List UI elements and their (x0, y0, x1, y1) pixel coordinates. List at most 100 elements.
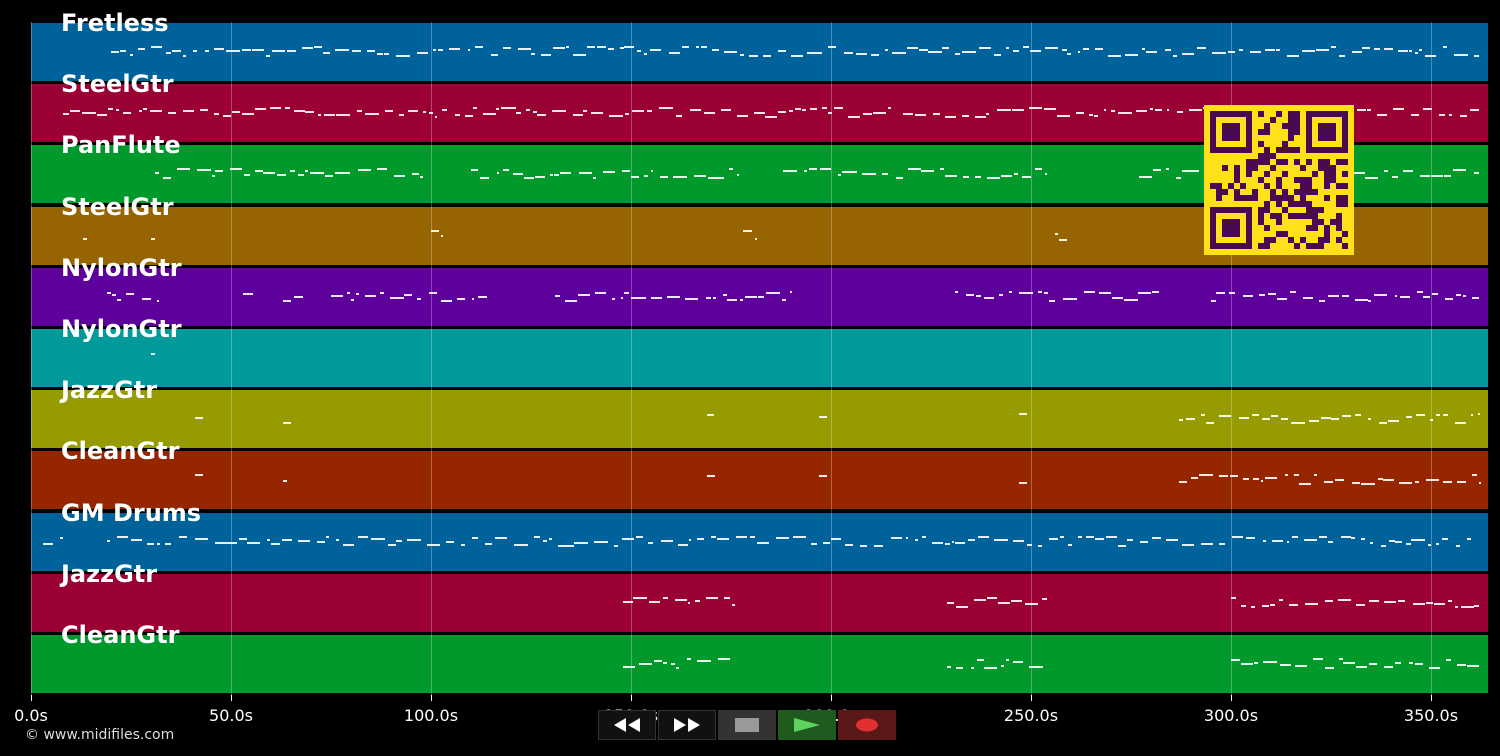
midi-note (194, 537, 209, 540)
midi-note (448, 48, 461, 50)
track-row[interactable]: CleanGtr (31, 621, 1488, 694)
midi-note (644, 53, 647, 55)
midi-note (1399, 295, 1410, 298)
midi-note (961, 115, 970, 118)
midi-note (1095, 48, 1104, 50)
midi-note (346, 291, 350, 294)
midi-note (971, 667, 975, 669)
track-row[interactable]: Fretless (31, 9, 1488, 82)
track-row[interactable]: CleanGtr (31, 437, 1488, 511)
midi-note (490, 54, 499, 56)
midi-note (819, 168, 831, 171)
midi-note (597, 46, 606, 48)
midi-note (987, 596, 997, 599)
midi-note (1415, 414, 1426, 417)
midi-note (577, 293, 590, 296)
midi-note (107, 108, 113, 111)
midi-note (156, 299, 159, 302)
midi-note (789, 290, 792, 293)
stop-button[interactable] (718, 710, 776, 740)
midi-note (130, 538, 143, 541)
midi-note (1196, 47, 1206, 49)
midi-note (137, 48, 145, 50)
midi-note (241, 113, 254, 116)
midi-note (707, 177, 717, 180)
midi-note (1117, 544, 1127, 547)
track-label: GM Drums (61, 498, 202, 527)
midi-note (907, 47, 918, 49)
midi-note (549, 174, 553, 177)
midi-note (976, 659, 984, 661)
track-row[interactable]: GM Drums (31, 499, 1488, 572)
midi-note (305, 111, 314, 114)
midi-note (276, 174, 286, 177)
midi-note (122, 112, 132, 115)
track-row[interactable]: JazzGtr (31, 376, 1488, 450)
midi-note (1141, 48, 1146, 50)
rewind-button[interactable] (598, 710, 656, 740)
midi-note (1448, 599, 1453, 602)
midi-note (214, 541, 219, 544)
midi-note (1287, 540, 1290, 543)
midi-note (376, 168, 388, 171)
midi-note (1471, 474, 1478, 477)
midi-note (283, 480, 287, 483)
midi-note (985, 113, 990, 116)
rewind-icon (614, 718, 640, 732)
midi-note (962, 176, 970, 179)
midi-note (138, 110, 143, 113)
midi-note (855, 53, 868, 55)
midi-note (754, 112, 766, 115)
midi-note (1403, 170, 1414, 173)
tick-mark (31, 695, 32, 701)
midi-note (873, 544, 884, 547)
midi-note (895, 177, 904, 180)
midi-note (965, 293, 975, 296)
midi-note (1240, 604, 1247, 607)
midi-note (1368, 663, 1378, 665)
midi-note (648, 541, 653, 544)
midi-note (1398, 599, 1406, 602)
midi-note (294, 110, 306, 113)
midi-note (1149, 108, 1154, 111)
fast-forward-button[interactable] (658, 710, 716, 740)
midi-note (297, 539, 310, 542)
track-row[interactable]: NylonGtr (31, 315, 1488, 388)
midi-note (1165, 168, 1170, 171)
midi-note (1164, 49, 1171, 51)
midi-note (1058, 238, 1067, 241)
midi-note (1201, 414, 1206, 417)
midi-note (914, 114, 927, 117)
midi-note (1324, 667, 1335, 669)
midi-note (225, 50, 240, 52)
midi-note (324, 114, 335, 117)
midi-note (1029, 666, 1044, 668)
midi-note (230, 168, 242, 171)
midi-note (1443, 481, 1452, 484)
midi-note (1253, 478, 1260, 481)
play-button[interactable] (778, 710, 836, 740)
record-button[interactable] (838, 710, 896, 740)
record-icon (856, 718, 878, 732)
midi-note (1124, 298, 1139, 301)
track-row[interactable]: NylonGtr (31, 254, 1488, 327)
midi-note (1368, 299, 1371, 302)
tick-label: 50.0s (209, 706, 253, 725)
midi-note (743, 229, 753, 232)
midi-note (834, 107, 843, 110)
midi-note (367, 50, 376, 52)
midi-note (579, 172, 592, 175)
midi-note (1466, 537, 1471, 540)
midi-note (1478, 482, 1481, 485)
midi-note (636, 535, 643, 538)
midi-note (1262, 604, 1270, 607)
track-row[interactable]: JazzGtr (31, 560, 1488, 633)
midi-note (974, 598, 986, 601)
midi-note (740, 298, 743, 301)
midi-note (1351, 51, 1362, 53)
midi-note (1263, 661, 1278, 663)
grid-line (231, 22, 232, 695)
midi-note (1146, 51, 1158, 53)
midi-note (583, 110, 588, 113)
midi-note (955, 667, 964, 669)
